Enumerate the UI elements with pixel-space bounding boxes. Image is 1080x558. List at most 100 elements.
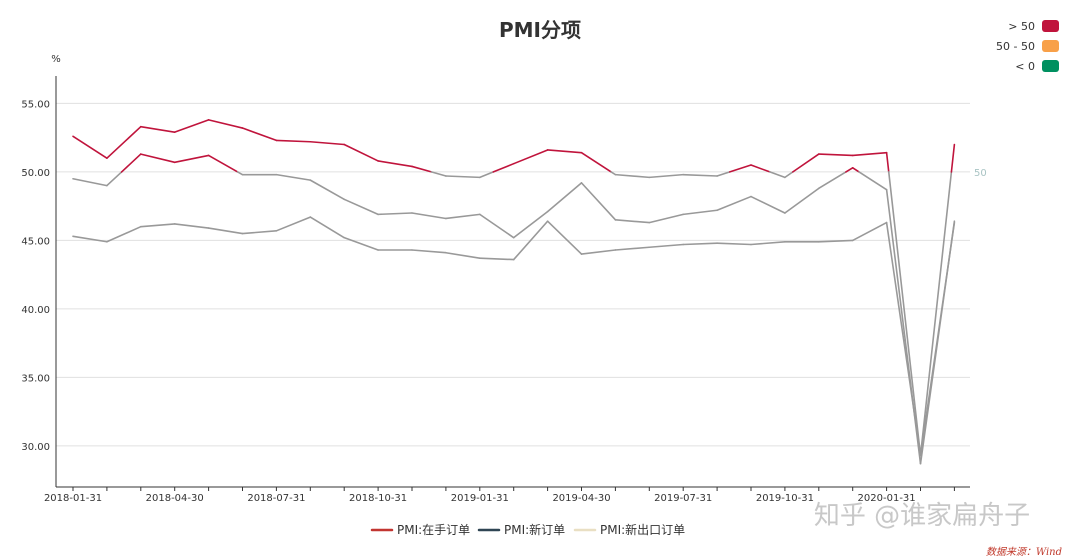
- x-tick-label: 2019-01-31: [451, 493, 509, 504]
- series-segment: [546, 182, 583, 213]
- legend-label: PMI:在手订单: [397, 523, 470, 537]
- series-segment: [445, 251, 481, 260]
- series-segment: [207, 119, 244, 129]
- visual-map-swatch[interactable]: [1042, 40, 1059, 52]
- series-segment: [885, 151, 890, 173]
- series-segment: [241, 230, 278, 235]
- series-segment: [614, 219, 651, 224]
- series-segment: [72, 135, 108, 159]
- series-segment: [492, 162, 515, 173]
- series-segment: [851, 151, 888, 157]
- series-segment: [845, 166, 854, 173]
- series-segment: [919, 220, 956, 465]
- series-segment: [950, 143, 956, 173]
- y-tick-label: 45.00: [21, 236, 50, 247]
- series-segment: [445, 175, 481, 179]
- series-segment: [236, 171, 244, 176]
- series-segment: [769, 171, 786, 179]
- series-segment: [512, 210, 549, 239]
- series-segment: [580, 151, 612, 173]
- series-segment: [614, 173, 651, 179]
- series-segment: [478, 171, 495, 179]
- y-tick-label: 30.00: [21, 442, 50, 453]
- series-segment: [580, 249, 617, 255]
- x-tick-label: 2019-04-30: [552, 493, 610, 504]
- series-segment: [343, 143, 379, 162]
- series-segment: [377, 160, 413, 168]
- series-segment: [275, 173, 312, 181]
- series-segment: [445, 213, 481, 220]
- series-segment: [207, 227, 244, 235]
- series-segment: [343, 198, 379, 216]
- series-segment: [430, 171, 447, 177]
- visual-map-swatch[interactable]: [1042, 20, 1059, 32]
- markline-label: 50: [974, 168, 987, 179]
- series-segment: [750, 240, 786, 246]
- series-segment: [546, 149, 583, 154]
- series-legend[interactable]: PMI:在手订单 PMI:新订单 PMI:新出口订单: [370, 522, 685, 537]
- series-segment: [72, 177, 108, 187]
- series-segment: [784, 187, 820, 214]
- legend-item-2[interactable]: PMI:新出口订单: [573, 522, 685, 537]
- series-segment: [546, 220, 583, 255]
- x-tick-label: 2019-07-31: [654, 493, 712, 504]
- series-segment: [275, 139, 312, 143]
- series-segment: [858, 171, 888, 191]
- visual-map-label: 50 - 50: [996, 40, 1035, 53]
- visual-map-label: < 0: [1015, 60, 1035, 73]
- x-tick-label: 2018-10-31: [349, 493, 407, 504]
- chart-title: PMI分项: [499, 18, 581, 42]
- series-line-1: [72, 119, 956, 457]
- series-segment: [817, 153, 854, 157]
- series-segment: [716, 242, 752, 246]
- visual-map-swatch[interactable]: [1042, 60, 1059, 72]
- series-segment: [207, 154, 239, 173]
- visual-map-label: > 50: [1008, 20, 1035, 33]
- markline: 50: [974, 168, 987, 179]
- series-segment: [648, 173, 685, 179]
- legend-label: PMI:新出口订单: [600, 522, 685, 537]
- series-segment: [411, 212, 447, 220]
- x-tick-label: 2018-04-30: [146, 493, 204, 504]
- series-segment: [885, 188, 922, 465]
- series-lines: [72, 119, 956, 465]
- y-tick-label: 55.00: [21, 99, 50, 110]
- series-segment: [140, 153, 176, 164]
- series-segment: [140, 125, 176, 133]
- series-segment: [411, 249, 447, 254]
- series-segment: [275, 216, 312, 232]
- series-segment: [120, 153, 142, 173]
- series-segment: [817, 171, 847, 190]
- series-segment: [682, 242, 718, 246]
- series-segment: [106, 171, 123, 187]
- visual-map-legend[interactable]: > 50 50 - 50 < 0: [996, 20, 1059, 73]
- series-segment: [478, 213, 515, 239]
- series-segment: [72, 235, 108, 243]
- series-segment: [919, 171, 953, 457]
- y-tick-label: 50.00: [21, 168, 50, 179]
- axes: 30.00 35.00 40.00 45.00 50.00 55.00 2018-01-31…: [21, 76, 970, 504]
- series-segment: [309, 140, 346, 146]
- series-segment: [750, 164, 771, 173]
- series-segment: [309, 216, 346, 239]
- legend-item-0[interactable]: PMI:在手订单: [370, 523, 470, 537]
- series-segment: [512, 220, 549, 261]
- series-segment: [411, 165, 433, 173]
- series-segment: [729, 164, 752, 173]
- series-segment: [887, 171, 922, 457]
- grid-lines: [56, 102, 970, 447]
- series-segment: [716, 171, 731, 177]
- x-tick-label: 2019-10-31: [756, 493, 814, 504]
- series-segment: [792, 153, 820, 173]
- series-segment: [610, 171, 617, 176]
- series-segment: [309, 179, 346, 201]
- series-segment: [648, 213, 685, 224]
- legend-item-1[interactable]: PMI:新订单: [477, 522, 565, 537]
- series-segment: [614, 246, 651, 251]
- series-segment: [851, 221, 888, 242]
- source-note: 数据来源：Wind: [986, 546, 1062, 558]
- x-tick-label: 2020-01-31: [858, 493, 916, 504]
- series-segment: [512, 149, 549, 165]
- series-segment: [817, 239, 854, 243]
